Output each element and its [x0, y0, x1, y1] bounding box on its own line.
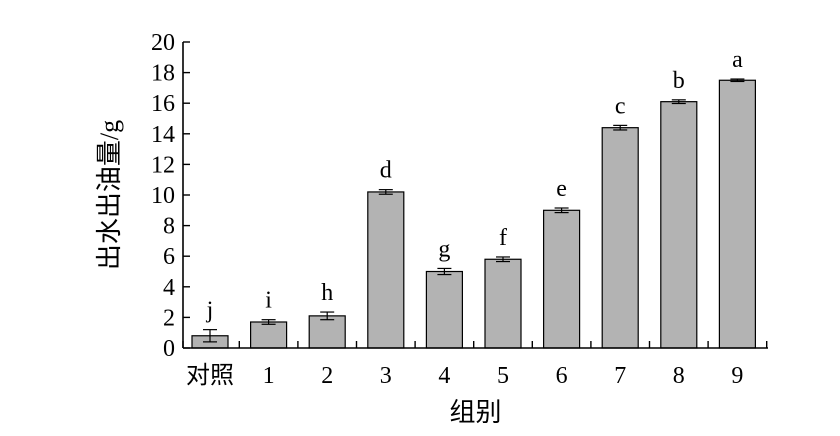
- significance-label: c: [615, 93, 626, 119]
- y-tick-label: 18: [151, 61, 175, 87]
- y-tick-label: 2: [163, 305, 175, 331]
- significance-label: h: [321, 280, 333, 306]
- bar: [660, 101, 698, 349]
- bar: [484, 258, 522, 349]
- y-tick-label: 12: [151, 152, 175, 178]
- x-tick-label: 4: [438, 363, 450, 389]
- y-tick-label: 4: [163, 275, 175, 301]
- significance-label: g: [438, 236, 450, 262]
- y-tick-label: 6: [163, 244, 175, 270]
- y-tick-label: 10: [151, 183, 175, 209]
- significance-label: d: [380, 158, 392, 184]
- significance-label: i: [265, 288, 272, 314]
- y-ticks: 0 2 4 6 8 10 12 14 16 18 20: [151, 30, 190, 362]
- x-ticks: 对照 1 2 3 4 5 6 7 8 9: [182, 341, 768, 389]
- x-tick-label: 对照: [186, 362, 234, 389]
- y-tick-label: 20: [151, 30, 175, 56]
- x-axis-title: 组别: [449, 398, 501, 427]
- y-axis-title: 出水出油量/g: [95, 120, 124, 270]
- bar: [718, 79, 757, 349]
- x-tick-label: 6: [556, 363, 568, 389]
- bar: [601, 127, 639, 349]
- x-tick-label: 7: [614, 363, 626, 389]
- y-tick-label: 14: [151, 122, 175, 148]
- x-tick-label: 2: [321, 363, 333, 389]
- x-tick-label: 1: [263, 363, 275, 389]
- significance-label: f: [499, 225, 507, 251]
- bar: [250, 321, 288, 349]
- x-tick-label: 5: [497, 363, 509, 389]
- y-tick-label: 16: [151, 91, 175, 117]
- bars-layer: j i h d g f e c b a: [191, 47, 757, 349]
- bar: [308, 315, 346, 349]
- bar: [542, 209, 581, 349]
- x-tick-label: 3: [380, 363, 392, 389]
- bar: [425, 270, 463, 349]
- y-tick-label: 0: [163, 336, 175, 362]
- significance-label: j: [206, 298, 214, 324]
- x-tick-label: 8: [673, 363, 685, 389]
- significance-label: a: [732, 47, 743, 73]
- y-tick-label: 8: [163, 214, 175, 240]
- significance-label: b: [673, 68, 685, 94]
- bar: [367, 191, 405, 349]
- significance-label: e: [556, 176, 567, 202]
- x-tick-label: 9: [731, 363, 743, 389]
